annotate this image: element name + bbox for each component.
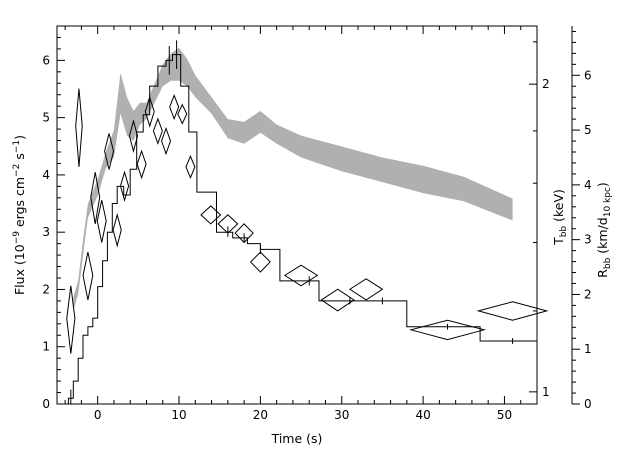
r-tick-label: 0 — [584, 397, 592, 411]
temperature-diamond — [113, 215, 121, 246]
y-axis-title-pre: Flux (10 — [12, 244, 27, 295]
temperature-diamond — [285, 265, 318, 285]
temperature-diamond — [83, 252, 93, 300]
r-axis-title-mid: (km/d — [595, 217, 610, 257]
x-tick-label: 30 — [334, 408, 349, 422]
temperature-diamonds-layer — [67, 89, 547, 354]
kt-axis-title: Tbb (keV) — [551, 189, 569, 246]
temperature-diamond — [153, 119, 162, 144]
y-tick-label: 2 — [42, 282, 50, 296]
x-axis-ticks: 0 10 20 30 40 50 — [65, 26, 537, 422]
temperature-diamond — [186, 156, 195, 177]
r-tick-label: 2 — [584, 287, 592, 301]
x-tick-label: 0 — [94, 408, 102, 422]
kt-tick-label: 2 — [542, 77, 550, 91]
flux-error-bars-layer — [71, 40, 513, 404]
kt-axis-title-pre: T — [551, 237, 566, 246]
y-axis-title-mid1: ergs cm — [12, 177, 27, 231]
temperature-diamond — [178, 105, 187, 124]
y-tick-label: 5 — [42, 111, 50, 125]
radius-band-layer — [73, 48, 512, 311]
y-axis-title-mid2: s — [12, 153, 27, 164]
temperature-diamond — [137, 151, 146, 178]
temperature-diamond — [411, 320, 484, 339]
r-axis-title-sub2: 10 kpc — [603, 187, 613, 217]
r-tick-label: 1 — [584, 342, 592, 356]
y-axis-title: Flux (10−9 ergs cm−2 s−1) — [12, 135, 27, 295]
x-tick-label: 10 — [171, 408, 186, 422]
radius-band — [73, 48, 512, 311]
y-tick-label: 3 — [42, 225, 50, 239]
r-axis-title-post: ) — [595, 182, 610, 187]
temperature-diamond — [350, 279, 383, 300]
kt-axis-title-sub: bb — [559, 226, 569, 238]
plot-frame — [57, 26, 537, 404]
temperature-diamond — [162, 128, 171, 153]
r-axis-ticks: 0 1 2 3 4 5 6 — [572, 31, 592, 411]
x-tick-label: 40 — [415, 408, 430, 422]
r-axis-title-pre: R — [595, 269, 610, 278]
y-axis-ticks: 0 1 2 3 4 5 6 — [42, 37, 65, 411]
y-tick-label: 6 — [42, 53, 50, 67]
r-axis-title: Rbb (km/d10 kpc) — [595, 182, 613, 278]
r-tick-label: 5 — [584, 123, 592, 137]
y-axis-title-sup3: −1 — [12, 140, 22, 153]
y-axis-title-sup2: −2 — [12, 164, 22, 177]
temperature-diamond — [201, 206, 221, 224]
y-axis-title-sup1: −9 — [12, 231, 22, 245]
temperature-diamond — [251, 252, 271, 272]
r-tick-label: 6 — [584, 68, 592, 82]
r-axis-title-sub: bb — [603, 257, 613, 269]
r-tick-label: 3 — [584, 233, 592, 247]
temperature-diamond — [170, 95, 179, 118]
temperature-diamond — [76, 89, 83, 167]
x-axis-title: Time (s) — [271, 431, 323, 446]
r-tick-label: 4 — [584, 178, 592, 192]
temperature-diamond — [321, 289, 354, 311]
x-tick-label: 50 — [497, 408, 512, 422]
x-tick-label: 20 — [253, 408, 268, 422]
y-tick-label: 4 — [42, 168, 50, 182]
kt-tick-label: 1 — [542, 385, 550, 399]
kt-axis-title-post: (keV) — [551, 189, 566, 226]
y-tick-label: 0 — [42, 397, 50, 411]
y-axis-title-post: ) — [12, 135, 27, 140]
kt-axis-ticks: 12 — [529, 42, 550, 399]
y-tick-label: 1 — [42, 340, 50, 354]
